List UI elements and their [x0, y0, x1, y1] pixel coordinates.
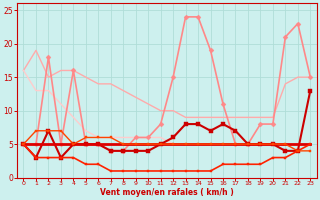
X-axis label: Vent moyen/en rafales ( km/h ): Vent moyen/en rafales ( km/h )	[100, 188, 234, 197]
